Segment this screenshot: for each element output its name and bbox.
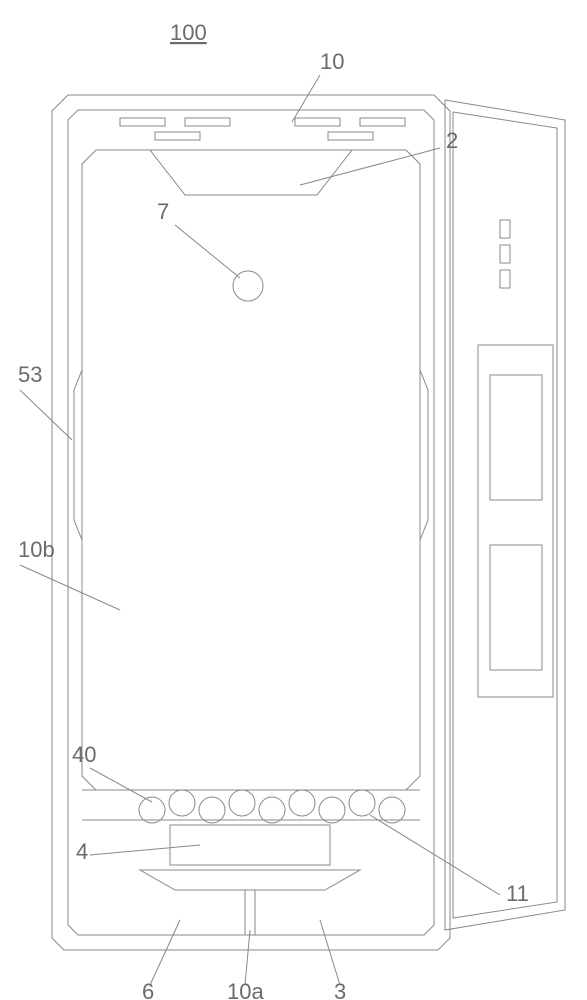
leader-line	[292, 75, 320, 122]
door-inner	[453, 112, 557, 918]
door-window-bottom	[490, 545, 542, 670]
ball	[379, 797, 405, 823]
door-window-top	[490, 375, 542, 500]
leader-line	[20, 565, 120, 610]
label-11: 11	[506, 881, 529, 906]
tray-inner	[170, 825, 330, 865]
label-53: 53	[18, 362, 42, 387]
label-4: 4	[76, 839, 88, 864]
label-10b: 10b	[18, 537, 55, 562]
leader-line	[300, 148, 440, 185]
ball	[259, 797, 285, 823]
leader-line	[90, 768, 152, 802]
leader-line	[90, 845, 200, 855]
top-slot	[328, 132, 373, 140]
label-2: 2	[446, 128, 458, 153]
leader-line	[245, 930, 250, 985]
ball	[229, 790, 255, 816]
label-6: 6	[142, 979, 154, 1000]
fan-assembly	[150, 150, 352, 195]
door-slit	[500, 245, 510, 263]
top-slot	[295, 118, 340, 126]
chamber	[82, 150, 420, 790]
tray-trap	[140, 870, 360, 890]
leader-line	[20, 390, 72, 440]
side-rail-left	[74, 370, 82, 540]
door-slit	[500, 220, 510, 238]
label-10a: 10a	[227, 979, 264, 1000]
ball	[349, 790, 375, 816]
label-40: 40	[72, 742, 96, 767]
top-slot	[185, 118, 230, 126]
leader-line	[175, 225, 240, 278]
label-10: 10	[320, 49, 344, 74]
leader-line	[370, 815, 500, 895]
ball	[319, 797, 345, 823]
figure-title: 100	[170, 20, 207, 45]
door-outer	[445, 100, 565, 930]
leader-line	[320, 920, 340, 985]
top-slot	[120, 118, 165, 126]
ball	[289, 790, 315, 816]
label-7: 7	[157, 199, 169, 224]
top-slot	[360, 118, 405, 126]
cabinet-outer	[52, 95, 450, 950]
stem-10a	[245, 890, 255, 935]
door-slit	[500, 270, 510, 288]
ball	[199, 797, 225, 823]
ball	[169, 790, 195, 816]
label-3: 3	[334, 979, 346, 1000]
leader-line	[150, 920, 180, 985]
side-rail-right	[420, 370, 428, 540]
top-slot	[155, 132, 200, 140]
ball	[139, 797, 165, 823]
